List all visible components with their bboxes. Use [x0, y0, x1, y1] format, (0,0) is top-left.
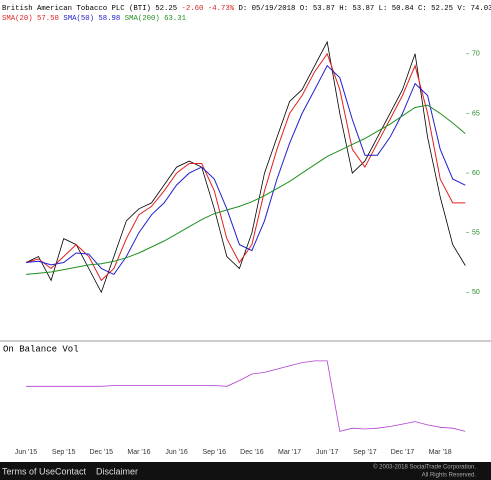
legend-value: 57.50: [37, 15, 59, 23]
footer-link[interactable]: Terms of Use: [2, 466, 55, 476]
y-tick-label: 50: [472, 289, 480, 296]
header-line: British American Tobacco PLC (BTI) 52.25…: [2, 5, 491, 13]
legend: SMA(20) 57.50 SMA(50) 58.98 SMA(200) 63.…: [2, 15, 187, 23]
series-line: [25, 40, 466, 294]
footer-bar: [0, 462, 491, 480]
legend-name: SMA(20): [2, 15, 33, 23]
copyright: All Rights Reserved.: [422, 473, 477, 479]
x-tick-label: Jun '15: [15, 449, 37, 456]
x-tick-label: Sep '15: [52, 449, 76, 456]
y-tick-label: 60: [472, 170, 480, 177]
x-tick-label: Jun '16: [165, 449, 187, 456]
y-tick-label: 70: [472, 51, 480, 58]
legend-name: SMA(50): [63, 15, 94, 23]
legend-name: SMA(200): [125, 15, 160, 23]
x-tick-label: Dec '17: [391, 449, 415, 456]
x-tick-label: Sep '17: [353, 449, 377, 456]
x-tick-label: Dec '16: [240, 449, 264, 456]
footer-link[interactable]: Contact: [55, 466, 87, 476]
title: British American Tobacco PLC (BTI) 52.25: [2, 5, 177, 13]
legend-value: 58.98: [98, 15, 120, 23]
copyright: © 2003-2018 SocialTrade Corporation.: [373, 464, 476, 471]
y-tick-label: 65: [472, 110, 480, 117]
x-tick-label: Mar '18: [429, 449, 452, 456]
change: -2.60 -4.73%: [182, 5, 235, 13]
x-tick-label: Dec '15: [90, 449, 114, 456]
quote: D: 05/19/2018 O: 53.87 H: 53.87 L: 50.84…: [238, 5, 491, 13]
legend-value: 63.31: [164, 15, 187, 23]
x-tick-label: Mar '16: [127, 449, 150, 456]
series-line: [25, 64, 466, 276]
series-line: [25, 104, 466, 275]
series-line: [25, 52, 466, 282]
x-tick-label: Sep '16: [202, 449, 226, 456]
series-line: [26, 360, 466, 432]
footer-link[interactable]: Disclaimer: [96, 466, 138, 476]
x-tick-label: Mar '17: [278, 449, 301, 456]
x-tick-label: Jun '17: [316, 449, 338, 456]
panel-title: On Balance Vol: [3, 344, 79, 354]
y-tick-label: 55: [472, 230, 480, 237]
